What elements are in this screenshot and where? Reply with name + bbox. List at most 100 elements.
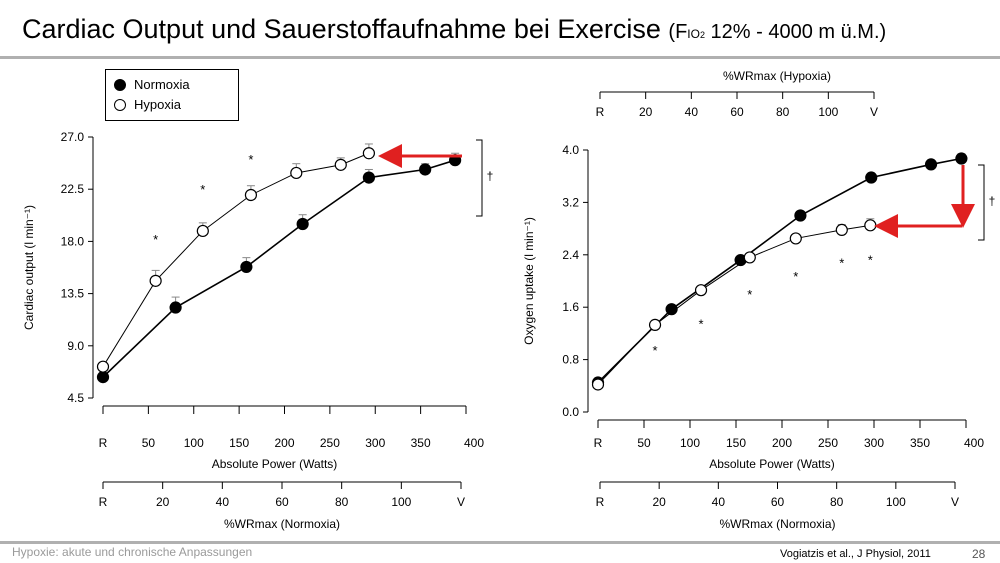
chart1-sec-tick-label: 80 xyxy=(335,495,349,509)
chart1-x-tick-label: 100 xyxy=(184,436,204,450)
chart1-sec-tick-label: 100 xyxy=(391,495,411,509)
chart1-hypoxia-point xyxy=(290,166,303,180)
chart1-y-tick-label: 18.0 xyxy=(61,234,85,248)
chart1-hypoxia-point xyxy=(362,147,375,160)
chart2-x-tick-label: 100 xyxy=(680,436,700,450)
chart2-top-tick-label: 80 xyxy=(776,105,790,119)
chart1-normoxia-point xyxy=(240,260,253,274)
chart2-hypoxia-point xyxy=(648,318,662,331)
chart2-y-label: Oxygen uptake (l min⁻¹) xyxy=(522,217,536,345)
chart1-dagger: † xyxy=(487,169,494,183)
chart2-top-tick-label: 100 xyxy=(818,105,838,119)
chart2-top-label: %WRmax (Hypoxia) xyxy=(723,69,831,83)
chart2-top-tick-label: 20 xyxy=(639,105,653,119)
chart1-x-tick-label: 300 xyxy=(365,436,385,450)
chart2-top-tick-label: V xyxy=(870,105,878,119)
chart2-top-tick-label: 60 xyxy=(730,105,744,119)
footer-rule xyxy=(0,541,1000,544)
chart1-normoxia-point xyxy=(362,171,375,184)
chart2-hypoxia-point xyxy=(864,219,877,232)
page-number: 28 xyxy=(972,547,986,561)
chart2-x-tick-label: 300 xyxy=(864,436,884,450)
chart2-top-tick-label: 40 xyxy=(685,105,699,119)
chart2-hypoxia-point xyxy=(835,223,848,237)
chart2-normoxia-point xyxy=(865,171,878,184)
page-title: Cardiac Output und Sauerstoffaufnahme be… xyxy=(22,14,886,45)
chart2-asterisk: * xyxy=(747,287,752,302)
chart2-hypoxia-point xyxy=(789,232,802,245)
chart1-hypoxia-point xyxy=(334,158,347,171)
chart1-sec-tick-label: R xyxy=(99,495,108,509)
chart2-y-tick-label: 1.6 xyxy=(562,300,579,314)
chart2-hypoxia-point xyxy=(591,378,605,391)
chart2-asterisk: * xyxy=(653,343,658,358)
chart1-x-tick-label: 350 xyxy=(411,436,431,450)
chart2-x-label: Absolute Power (Watts) xyxy=(709,457,835,471)
chart2-sec-tick-label: R xyxy=(596,495,605,509)
chart2-y-tick-label: 0.0 xyxy=(562,405,579,419)
chart1-sec-tick-label: 20 xyxy=(156,495,170,509)
chart1-hypoxia-point xyxy=(196,224,209,238)
chart1-sec-tick-label: 40 xyxy=(216,495,230,509)
chart1-x-tick-label: 400 xyxy=(464,436,484,450)
legend-hypoxia: Hypoxia xyxy=(114,97,181,112)
chart2-sec-tick-label: 40 xyxy=(712,495,726,509)
chart1-hypoxia-point xyxy=(96,360,110,373)
chart1-y-tick-label: 9.0 xyxy=(67,339,84,353)
chart1-y-tick-label: 4.5 xyxy=(67,391,84,405)
chart1-sec-tick-label: 60 xyxy=(275,495,289,509)
chart2-sec-label: %WRmax (Normoxia) xyxy=(719,517,835,531)
chart1-sec-label: %WRmax (Normoxia) xyxy=(224,517,340,531)
title-main: Cardiac Output und Sauerstoffaufnahme be… xyxy=(22,14,661,44)
chart2-x-tick-label: R xyxy=(594,436,603,450)
chart2-asterisk: * xyxy=(839,256,844,271)
chart2-y-tick-label: 3.2 xyxy=(562,195,579,209)
chart2-x-tick-label: 200 xyxy=(772,436,792,450)
chart2-normoxia-point xyxy=(955,152,968,165)
chart1-sec-tick-label: V xyxy=(457,495,465,509)
chart1-normoxia-point xyxy=(419,163,432,176)
chart1-x-label: Absolute Power (Watts) xyxy=(212,457,338,471)
chart1-normoxia-point xyxy=(169,301,182,314)
chart2-normoxia-point xyxy=(924,158,938,171)
chart1-x-tick-label: 150 xyxy=(229,436,249,450)
chart1-x-tick-label: 200 xyxy=(274,436,294,450)
chart1-hypoxia-line xyxy=(102,152,370,367)
chart1-normoxia-point xyxy=(96,371,110,384)
header-rule xyxy=(0,56,1000,59)
chart2-top-tick-label: R xyxy=(596,105,605,119)
chart1-asterisk: * xyxy=(153,232,158,247)
chart1-hypoxia-point xyxy=(149,274,162,287)
chart2-x-tick-label: 150 xyxy=(726,436,746,450)
chart2-normoxia-point xyxy=(665,303,678,316)
chart2-sec-tick-label: V xyxy=(951,495,959,509)
footer-citation: Vogiatzis et al., J Physiol, 2011 xyxy=(780,548,931,560)
chart2-x-tick-label: 50 xyxy=(637,436,651,450)
chart1-significance-bracket xyxy=(476,139,483,217)
chart1-y-label: Cardiac output (l min⁻¹) xyxy=(22,205,36,330)
chart2-hypoxia-line xyxy=(597,224,871,385)
chart1-x-tick-label: 50 xyxy=(142,436,156,450)
chart2-sec-tick-label: 80 xyxy=(830,495,844,509)
chart1-asterisk: * xyxy=(248,152,253,167)
chart2-sec-tick-label: 60 xyxy=(771,495,785,509)
chart1-x-tick-label: R xyxy=(99,436,108,450)
chart2-hypoxia-point xyxy=(743,251,756,264)
chart1-y-tick-label: 22.5 xyxy=(61,182,85,196)
chart1-hypoxia-point xyxy=(244,188,258,202)
chart2-y-tick-label: 2.4 xyxy=(562,248,579,262)
title-condition: (FIO2 12% - 4000 m ü.M.) xyxy=(668,21,887,43)
chart1-y-tick-label: 13.5 xyxy=(61,287,85,301)
open-circle-icon xyxy=(114,98,126,111)
chart2-normoxia-point xyxy=(794,209,807,222)
legend: Normoxia Hypoxia xyxy=(105,69,239,121)
chart2-asterisk: * xyxy=(793,269,798,284)
legend-normoxia: Normoxia xyxy=(114,77,190,92)
chart2-x-tick-label: 250 xyxy=(818,436,838,450)
chart2-asterisk: * xyxy=(699,317,704,332)
chart2-y-tick-label: 4.0 xyxy=(562,143,579,157)
chart2-sec-tick-label: 20 xyxy=(652,495,666,509)
chart2-y-tick-label: 0.8 xyxy=(562,353,579,367)
chart1-normoxia-line xyxy=(102,159,456,378)
